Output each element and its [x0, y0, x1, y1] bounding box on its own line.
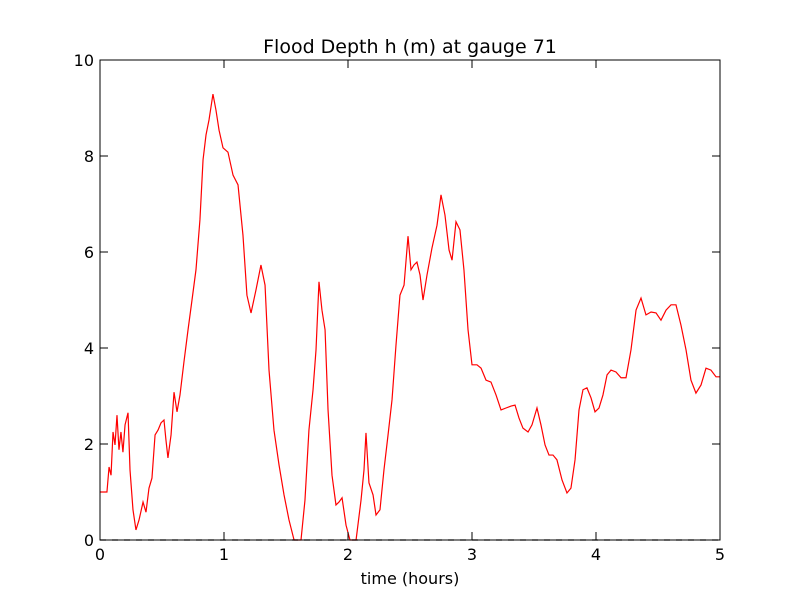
x-tick-label: 1: [219, 545, 229, 564]
x-tick-label: 5: [715, 545, 725, 564]
y-tick-label: 6: [84, 243, 94, 262]
x-tick-label: 0: [95, 545, 105, 564]
y-tick-label: 4: [84, 339, 94, 358]
y-tick-label: 10: [74, 51, 94, 70]
y-tick-label: 0: [84, 531, 94, 550]
x-tick-label: 4: [591, 545, 601, 564]
x-tick-label: 2: [343, 545, 353, 564]
y-tick-label: 8: [84, 147, 94, 166]
x-tick-label: 3: [467, 545, 477, 564]
plot-frame: [99, 59, 721, 541]
chart-title: Flood Depth h (m) at gauge 71: [263, 36, 557, 58]
x-axis-label: time (hours): [361, 569, 460, 588]
y-tick-label: 2: [84, 435, 94, 454]
data-line: [100, 93, 720, 541]
